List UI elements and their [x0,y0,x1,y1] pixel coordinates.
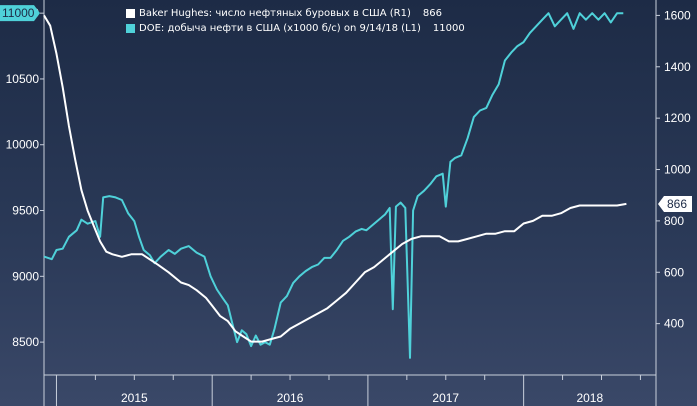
rig-count-last-value-flag [658,195,692,212]
x-tick-label: 2017 [432,391,459,405]
right-tick-label: 1600 [664,8,691,22]
rig-count-series-line [43,14,627,343]
left-tick-label: 9500 [12,204,39,218]
production-last-value-flag [0,5,40,22]
legend-value-rigs: 866 [422,8,442,19]
right-tick-label: 800 [664,214,684,228]
production-series-line [43,12,624,359]
x-tick-label: 2018 [576,391,603,405]
left-tick-label: 10500 [6,72,40,86]
x-tick-label: 2015 [121,391,148,405]
right-tick-label: 1000 [664,163,691,177]
right-tick-label: 600 [664,265,684,279]
legend: Baker Hughes: число нефтяных буровых в С… [126,6,465,36]
rig-count-last-value-label: 866 [667,197,687,211]
legend-item-rigs: Baker Hughes: число нефтяных буровых в С… [126,6,465,21]
production-last-value-label: 11000 [2,6,35,20]
legend-swatch-production [126,24,135,33]
legend-item-production: DOE: добыча нефти в США (x1000 б/с) on 9… [126,21,465,36]
legend-label-rigs: Baker Hughes: число нефтяных буровых в С… [139,8,411,19]
left-tick-label: 9000 [12,269,39,283]
legend-value-production: 11000 [432,23,465,34]
x-tick-label: 2016 [277,391,304,405]
legend-swatch-rigs [126,9,135,18]
left-tick-label: 8500 [12,335,39,349]
legend-label-production: DOE: добыча нефти в США (x1000 б/с) on 9… [139,23,421,34]
left-tick-label: 10000 [6,138,40,152]
right-tick-label: 400 [664,317,684,331]
right-tick-label: 1200 [664,111,691,125]
right-tick-label: 1400 [664,60,691,74]
